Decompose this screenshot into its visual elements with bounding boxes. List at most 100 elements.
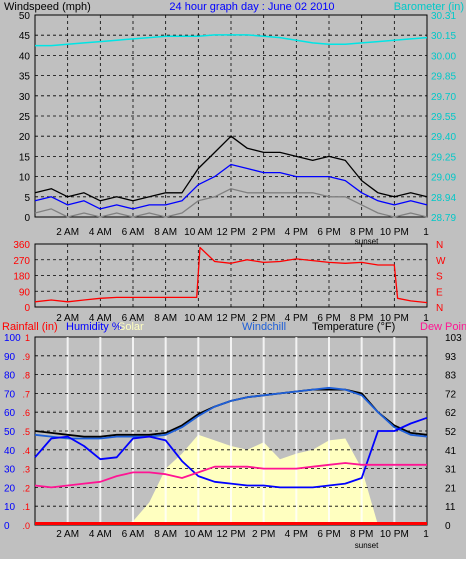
sunset-label: sunset [355, 237, 379, 246]
compass-tick-label: N [436, 303, 443, 314]
temperature-tick-label: 11 [445, 502, 456, 513]
windspeed-axis-title: Windspeed (mph) [4, 1, 91, 13]
time-axis-label: 8 AM [154, 313, 177, 324]
time-axis-label: 6 AM [122, 227, 145, 238]
time-axis-label: 12 PM [217, 529, 246, 540]
barometer-tick-label: 30.31 [431, 11, 456, 22]
temperature-tick-label: 0 [445, 521, 451, 532]
direction-tick-label: 270 [13, 256, 30, 267]
humidity-tick-label: 90 [4, 352, 16, 363]
time-axis-label: 10 AM [184, 529, 212, 540]
time-axis-label: 6 PM [317, 529, 340, 540]
windspeed-tick-label: 5 [24, 193, 30, 204]
temperature-tick-label: 31 [445, 465, 457, 476]
time-axis-label: 12 PM [217, 227, 246, 238]
barometer-tick-label: 28.94 [431, 193, 456, 204]
legend-solar: Solar [118, 321, 144, 333]
temperature-tick-label: 72 [445, 389, 457, 400]
humidity-tick-label: 70 [4, 389, 16, 400]
windspeed-tick-label: 10 [19, 173, 31, 184]
windspeed-tick-label: 25 [19, 112, 31, 123]
rain-tick-label: .7 [22, 389, 30, 399]
compass-tick-label: S [436, 272, 443, 283]
barometer-tick-label: 29.70 [431, 92, 456, 103]
temperature-tick-label: 41 [445, 446, 457, 457]
time-axis-label: 6 PM [317, 313, 340, 324]
time-axis-label: 6 AM [122, 313, 145, 324]
legend-rainfall: Rainfall (in) [2, 321, 58, 333]
rain-tick-label: 1 [25, 333, 30, 343]
time-axis-label: 4 PM [285, 313, 308, 324]
time-axis-label: 8 PM [350, 529, 373, 540]
time-axis-end-label: 1 [423, 313, 429, 324]
rain-tick-label: .9 [22, 352, 30, 362]
time-axis-label: 6 AM [122, 529, 145, 540]
rain-tick-label: .4 [22, 446, 30, 456]
time-axis-label: 2 AM [56, 227, 79, 238]
wind_gust-line [34, 135, 428, 202]
time-axis-label: 10 PM [380, 227, 409, 238]
time-axis-label: 10 PM [380, 313, 409, 324]
rain-tick-label: .0 [22, 521, 30, 531]
rain-tick-label: .6 [22, 408, 30, 418]
temperature-tick-label: 83 [445, 371, 457, 382]
time-axis-label: 10 AM [184, 227, 212, 238]
barometer-line [35, 34, 428, 47]
compass-tick-label: W [436, 256, 446, 267]
windspeed-tick-label: 0 [24, 213, 30, 224]
humidity-tick-label: 60 [4, 408, 16, 419]
time-axis-label: 8 PM [350, 313, 373, 324]
rain-tick-label: .1 [22, 502, 30, 512]
time-axis-label: 2 PM [252, 227, 275, 238]
time-axis-label: 6 PM [317, 227, 340, 238]
temperature-tick-label: 52 [445, 427, 457, 438]
direction-tick-label: 360 [13, 240, 30, 251]
windchill-line [34, 386, 428, 440]
time-axis-label: 2 PM [252, 529, 275, 540]
rain-tick-label: .5 [22, 427, 30, 437]
legend-humidity: Humidity % [66, 321, 122, 333]
barometer-tick-label: 29.55 [431, 112, 456, 123]
time-axis-end-label: 1 [423, 529, 429, 540]
humidity-tick-label: 30 [4, 465, 16, 476]
rain-tick-label: .2 [22, 483, 30, 493]
time-axis-label: 4 PM [285, 227, 308, 238]
humidity-tick-label: 0 [4, 521, 10, 532]
direction-tick-label: 0 [24, 303, 30, 314]
windspeed-tick-label: 20 [19, 132, 31, 143]
rain-tick-label: .8 [22, 371, 30, 381]
time-axis-label: 10 AM [184, 313, 212, 324]
wind-direction-line [34, 246, 428, 304]
windspeed-tick-label: 45 [19, 31, 31, 42]
humidity-tick-label: 100 [4, 333, 21, 344]
time-axis-label: 4 PM [285, 529, 308, 540]
windspeed-tick-label: 30 [19, 92, 31, 103]
compass-tick-label: N [436, 240, 443, 251]
wind_low-line [34, 188, 428, 218]
barometer-tick-label: 28.79 [431, 213, 456, 224]
rain-tick-label: .3 [22, 465, 30, 475]
graph-title: 24 hour graph day : June 02 2010 [169, 1, 334, 13]
legend-windchill: Windchill [242, 321, 286, 333]
time-axis-label: 2 PM [252, 313, 275, 324]
humidity-tick-label: 40 [4, 446, 16, 457]
time-axis-label: 4 AM [89, 227, 112, 238]
time-axis-label: 4 AM [89, 313, 112, 324]
barometer-tick-label: 29.25 [431, 152, 456, 163]
time-axis-end-label: 1 [423, 227, 429, 238]
temperature-tick-label: 21 [445, 483, 457, 494]
temperature-tick-label: 93 [445, 352, 457, 363]
legend-temperature: Temperature (°F) [312, 321, 395, 333]
humidity-tick-label: 50 [4, 427, 16, 438]
barometer-axis-title: Barometer (in) [394, 1, 464, 13]
time-axis-label: 8 AM [154, 529, 177, 540]
time-axis-label: 2 AM [56, 529, 79, 540]
windspeed-tick-label: 50 [19, 11, 31, 22]
windspeed-tick-label: 35 [19, 72, 31, 83]
temperature-tick-label: 62 [445, 408, 457, 419]
time-axis-label: 12 PM [217, 313, 246, 324]
time-axis-label: 2 AM [56, 313, 79, 324]
legend-dew-point: Dew Point [420, 321, 466, 333]
windspeed-tick-label: 40 [19, 51, 31, 62]
